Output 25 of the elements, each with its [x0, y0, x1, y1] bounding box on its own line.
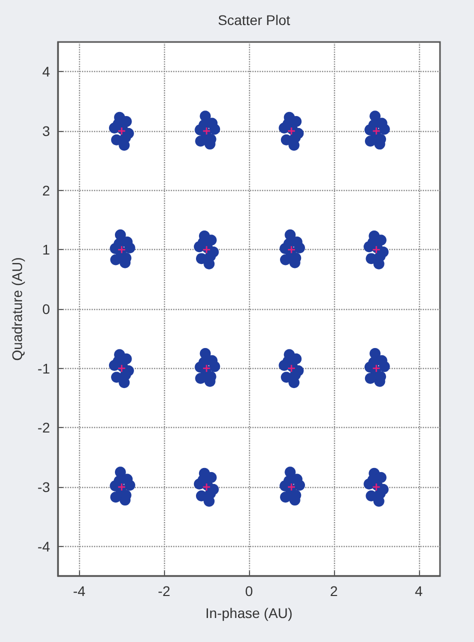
point [203, 246, 210, 254]
y-tick-label: 3 [42, 123, 50, 139]
point [203, 484, 210, 490]
point [372, 484, 380, 490]
point [118, 364, 126, 372]
point [372, 246, 380, 254]
y-tick-label: 0 [42, 301, 50, 317]
chart-title: Scatter Plot [218, 12, 290, 28]
x-tick-label: 2 [330, 583, 338, 599]
y-tick-label: -2 [38, 420, 50, 436]
x-tick-label: 4 [414, 583, 423, 599]
x-tick-label: 0 [245, 583, 254, 599]
point [288, 364, 295, 372]
y-tick-label: -3 [38, 479, 50, 495]
y-tick-label: 1 [42, 242, 50, 258]
y-tick-label: -1 [38, 360, 50, 376]
point [288, 128, 295, 134]
y-tick-label: -4 [38, 538, 50, 554]
x-tick-label: -4 [72, 583, 86, 599]
y-tick-label: 4 [42, 64, 50, 80]
x-tick-label: -2 [158, 583, 171, 599]
y-axis-title: Quadrature (AU) [9, 257, 25, 361]
point [118, 128, 126, 134]
x-axis-title: In-phase (AU) [205, 605, 293, 621]
y-tick-label: 2 [42, 182, 50, 198]
